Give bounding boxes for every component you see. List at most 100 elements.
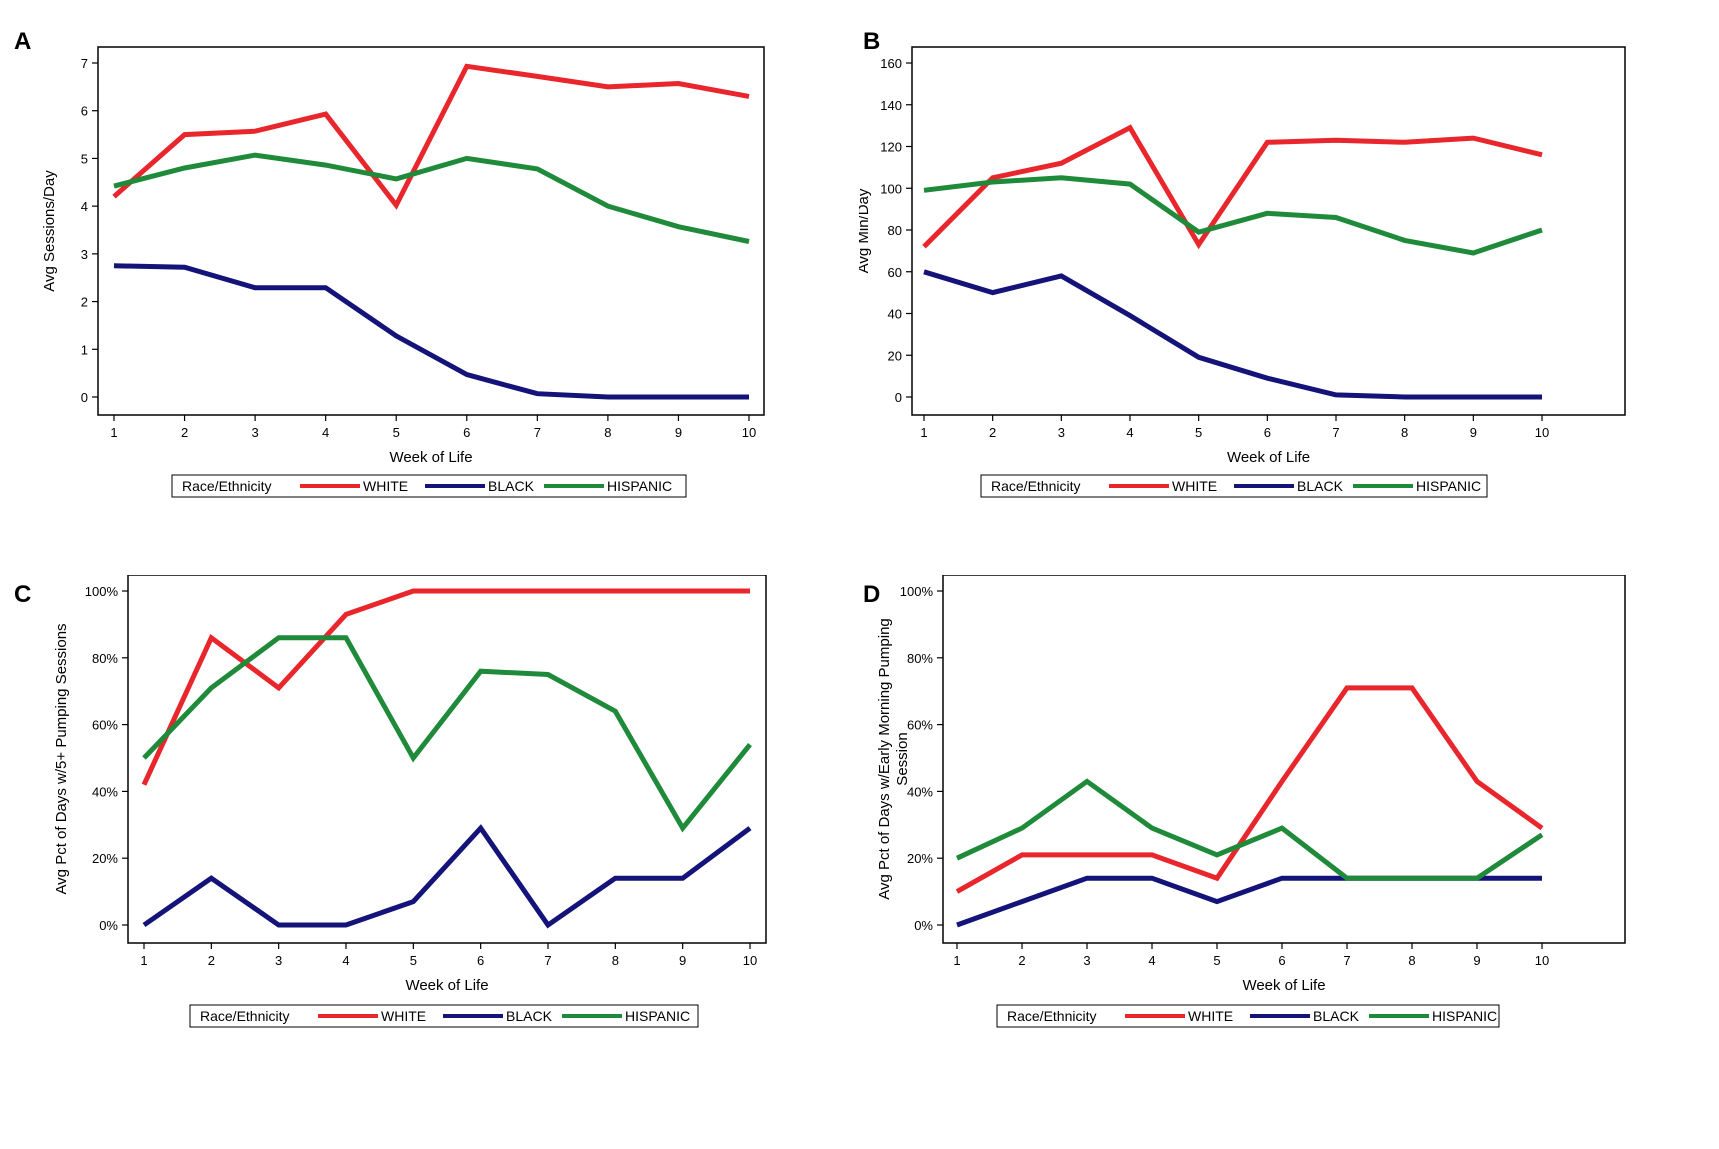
legend-label-d-black: BLACK (1313, 1008, 1360, 1024)
x-tick-label-b-2: 3 (1058, 425, 1065, 440)
series-line-b-black (923, 269, 1542, 400)
y-tick-label-b-1: 20 (888, 348, 902, 363)
chart-panel-b: B 0 20 40 60 80 100 120 140 160 1 2 3 4 5 6 7 8 9 10 Week of… (859, 0, 1719, 574)
x-tick-label-b-9: 10 (1535, 425, 1549, 440)
y-tick-label-d-4: 80% (907, 651, 933, 666)
panel-letter-d: D (863, 581, 880, 608)
y-tick-label-d-2: 40% (907, 784, 933, 799)
x-tick-label-c-5: 6 (477, 953, 484, 968)
x-tick-label-a-5: 6 (463, 425, 470, 440)
y-axis-title-line-d-0: Avg Pct of Days w/Early Morning Pumping (876, 618, 893, 900)
x-tick-label-a-7: 8 (604, 425, 611, 440)
y-axis-title-a: Avg Sessions/Day (41, 170, 58, 292)
y-tick-label-c-0: 0% (99, 918, 118, 933)
y-tick-label-a-1: 1 (81, 342, 88, 357)
chart-a-svg: A 0 1 2 3 4 5 6 7 1 2 3 4 5 6 7 8 9 10 Week of Life Avg Sess… (14, 28, 765, 498)
series-line-a-black (113, 263, 749, 400)
x-tick-label-a-2: 3 (251, 425, 258, 440)
chart-b-svg: B 0 20 40 60 80 100 120 140 160 1 2 3 4 5 6 7 8 9 10 Week of… (859, 28, 1626, 498)
series-line-a-white (112, 63, 750, 210)
y-tick-label-b-5: 100 (880, 181, 902, 196)
x-tick-label-d-4: 5 (1213, 953, 1220, 968)
chart-c-svg: C 0% 20% 40% 60% 80% 100% 1 2 3 4 5 6 7 8 9 10 Week of Li… (14, 575, 767, 1028)
x-tick-label-c-8: 9 (679, 953, 686, 968)
x-tick-label-a-3: 4 (322, 425, 329, 440)
y-tick-label-a-3: 3 (81, 247, 88, 262)
series-line-d-black (956, 875, 1542, 928)
legend-label-a-white: WHITE (363, 478, 408, 494)
x-tick-label-d-7: 8 (1408, 953, 1415, 968)
legend-label-b-hispanic: HISPANIC (1416, 478, 1481, 494)
x-tick-label-b-1: 2 (989, 425, 996, 440)
x-tick-label-a-8: 9 (675, 425, 682, 440)
series-line-c-white (141, 588, 750, 786)
series-line-c-black (142, 824, 752, 929)
x-axis-title-a: Week of Life (389, 449, 472, 466)
series-line-d-hispanic (955, 778, 1544, 881)
y-tick-label-a-5: 5 (81, 151, 88, 166)
x-tick-label-b-0: 1 (920, 425, 927, 440)
legend-label-b-white: WHITE (1172, 478, 1217, 494)
y-tick-label-a-7: 7 (81, 56, 88, 71)
x-tick-label-d-0: 1 (953, 953, 960, 968)
chart-panel-a: A 0 1 2 3 4 5 6 7 1 2 3 4 5 6 7 8 9 10 Week of Life Avg Sess… (0, 0, 860, 574)
chart-panel-c: C 0% 20% 40% 60% 80% 100% 1 2 3 4 5 6 7 8 9 10 Week of Li… (0, 575, 860, 1149)
y-axis-title-d: Avg Pct of Days w/Early Morning PumpingS… (876, 618, 911, 900)
y-tick-label-d-1: 20% (907, 851, 933, 866)
y-tick-label-b-3: 60 (888, 265, 902, 280)
y-tick-label-c-5: 100% (85, 584, 119, 599)
panel-letter-b: B (863, 28, 880, 55)
x-tick-label-d-2: 3 (1083, 953, 1090, 968)
x-tick-label-b-8: 9 (1470, 425, 1477, 440)
x-tick-label-d-8: 9 (1473, 953, 1480, 968)
x-tick-label-d-3: 4 (1148, 953, 1155, 968)
y-tick-label-b-2: 40 (888, 307, 902, 322)
y-tick-label-a-6: 6 (81, 104, 88, 119)
x-tick-label-c-9: 10 (743, 953, 757, 968)
x-tick-label-c-6: 7 (544, 953, 551, 968)
legend-title-a: Race/Ethnicity (182, 478, 271, 494)
panel-letter-c: C (14, 581, 31, 608)
y-tick-label-c-3: 60% (92, 718, 118, 733)
x-tick-label-c-4: 5 (410, 953, 417, 968)
legend-label-d-white: WHITE (1188, 1008, 1233, 1024)
y-tick-label-b-4: 80 (888, 223, 902, 238)
plot-frame-d (942, 575, 1626, 944)
legend-label-c-black: BLACK (506, 1008, 553, 1024)
x-axis-title-b: Week of Life (1227, 449, 1310, 466)
series-line-b-hispanic (923, 175, 1543, 256)
y-tick-label-b-0: 0 (895, 390, 902, 405)
legend-label-b-black: BLACK (1297, 478, 1344, 494)
x-tick-label-b-7: 8 (1401, 425, 1408, 440)
chart-panel-d: D 0% 20% 40% 60% 80% 100% 1 2 3 4 5 6 7 8 9 10 Week of Li… (859, 575, 1719, 1149)
legend-label-a-black: BLACK (488, 478, 535, 494)
y-axis-title-line-d-1: Session (894, 732, 911, 785)
x-tick-label-d-6: 7 (1343, 953, 1350, 968)
y-tick-label-b-7: 140 (880, 98, 902, 113)
x-axis-title-c: Week of Life (405, 977, 488, 994)
x-tick-label-a-0: 1 (110, 425, 117, 440)
y-tick-label-a-2: 2 (81, 295, 88, 310)
x-tick-label-b-6: 7 (1332, 425, 1339, 440)
panel-letter-a: A (14, 28, 31, 55)
x-tick-label-d-5: 6 (1278, 953, 1285, 968)
x-tick-label-c-7: 8 (612, 953, 619, 968)
y-tick-label-c-2: 40% (92, 784, 118, 799)
y-tick-label-b-6: 120 (880, 140, 902, 155)
x-tick-label-c-1: 2 (208, 953, 215, 968)
series-line-b-white (922, 124, 1543, 250)
y-tick-label-d-5: 100% (900, 584, 934, 599)
legend-title-b: Race/Ethnicity (991, 478, 1080, 494)
legend-title-d: Race/Ethnicity (1007, 1008, 1096, 1024)
plot-frame-b (911, 46, 1626, 416)
x-axis-title-d: Week of Life (1242, 977, 1325, 994)
legend-label-a-hispanic: HISPANIC (607, 478, 672, 494)
y-tick-label-b-8: 160 (880, 56, 902, 71)
x-tick-label-b-4: 5 (1195, 425, 1202, 440)
y-tick-label-a-0: 0 (81, 390, 88, 405)
chart-d-svg: D 0% 20% 40% 60% 80% 100% 1 2 3 4 5 6 7 8 9 10 Week of Li… (863, 575, 1626, 1028)
x-tick-label-a-6: 7 (534, 425, 541, 440)
legend-label-c-hispanic: HISPANIC (625, 1008, 690, 1024)
series-line-a-hispanic (113, 152, 750, 244)
y-axis-title-b: Avg Min/Day (859, 188, 872, 273)
